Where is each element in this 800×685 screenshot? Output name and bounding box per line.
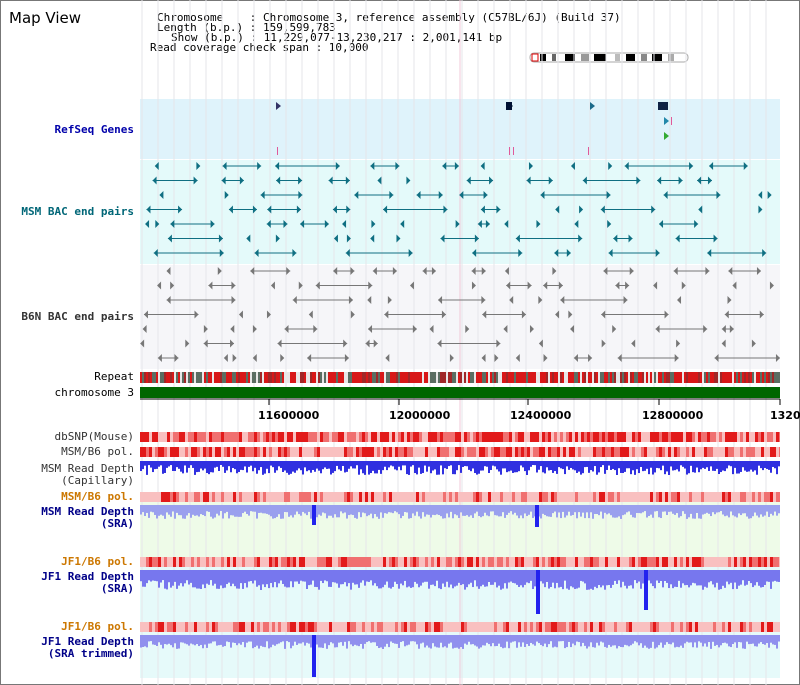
refseq-genes-track[interactable]: [140, 99, 780, 159]
axis-tick-4: 12800000: [642, 409, 704, 422]
msm-read-depth-sra-track[interactable]: [140, 505, 780, 557]
chromosome-bar[interactable]: [140, 387, 780, 398]
msm-b6-pol-track-1[interactable]: [140, 447, 780, 457]
label-jf1-depth-trim: JF1 Read Depth (SRA trimmed): [41, 635, 134, 660]
label-msm-b6-pol-1: MSM/B6 pol.: [61, 445, 134, 458]
axis-tick-3: 12400000: [510, 409, 572, 422]
coverage-span-info: Read coverage check span : 10,000: [150, 41, 369, 54]
jf1-read-depth-sra-track[interactable]: [140, 570, 780, 622]
label-chromosome: chromosome 3: [54, 386, 134, 399]
jf1-b6-pol-track-2[interactable]: [140, 622, 780, 632]
msm-bac-pairs-track[interactable]: [140, 160, 780, 264]
axis-tick-1: 11600000: [258, 409, 320, 422]
b6n-bac-pairs-track[interactable]: [140, 265, 780, 369]
label-jf1-b6-pol-1: JF1/B6 pol.: [61, 555, 134, 568]
repeat-track[interactable]: [140, 372, 780, 383]
jf1-read-depth-trimmed-track[interactable]: [140, 635, 780, 677]
label-b6n-bac: B6N BAC end pairs: [21, 310, 134, 323]
dbsnp-track[interactable]: [140, 432, 780, 442]
position-axis: [140, 398, 781, 405]
label-msm-depth-cap: MSM Read Depth (Capillary): [41, 462, 134, 487]
label-refseq-genes: RefSeq Genes: [54, 123, 134, 136]
msm-b6-pol-track-2[interactable]: [140, 492, 780, 502]
label-msm-depth-sra: MSM Read Depth (SRA): [41, 505, 134, 530]
label-dbsnp: dbSNP(Mouse): [54, 430, 134, 443]
label-jf1-depth-sra: JF1 Read Depth (SRA): [41, 570, 134, 595]
jf1-b6-pol-track-1[interactable]: [140, 557, 780, 567]
msm-read-depth-capillary-track[interactable]: [140, 461, 780, 491]
axis-tick-5: 1320: [770, 409, 800, 422]
label-repeat: Repeat: [94, 370, 134, 383]
length-info: Length (b.p.) : 159,599,783: [157, 21, 336, 34]
label-msm-b6-pol-2: MSM/B6 pol.: [61, 490, 134, 503]
page-title: Map View: [9, 9, 82, 27]
label-jf1-b6-pol-2: JF1/B6 pol.: [61, 620, 134, 633]
label-msm-bac: MSM BAC end pairs: [21, 205, 134, 218]
axis-tick-2: 12000000: [389, 409, 451, 422]
chromosome-ideogram[interactable]: [528, 50, 692, 64]
